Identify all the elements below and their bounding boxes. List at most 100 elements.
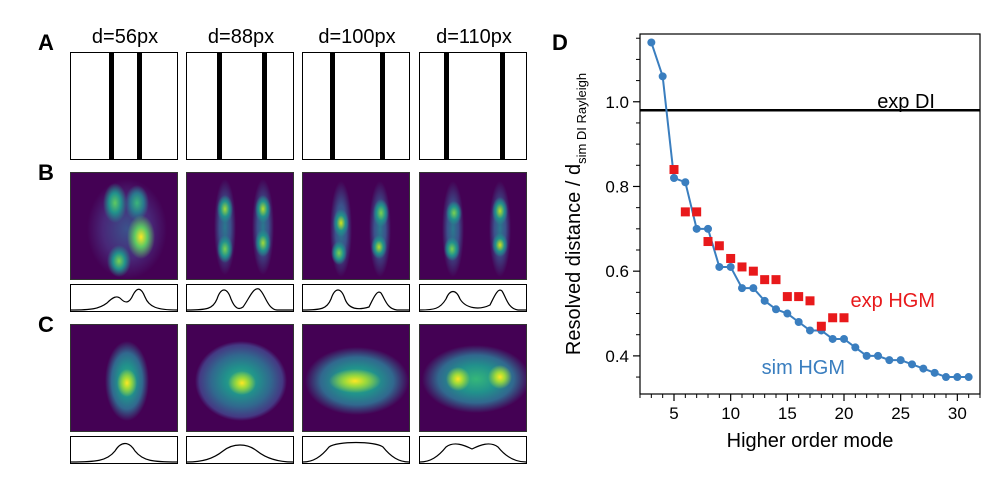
exp-hgm-point — [805, 296, 815, 306]
sim-hgm-point — [715, 262, 724, 271]
panel-label-a: A — [38, 30, 54, 55]
sim-series-label: sim HGM — [762, 357, 845, 379]
x-tick-label-20: 20 — [835, 404, 854, 423]
slit-line-right — [137, 53, 142, 159]
sim-hgm-point — [919, 364, 928, 373]
sim-hgm-point — [942, 373, 950, 382]
separation-label-88: d=88px — [207, 26, 275, 48]
exp-hgm-point — [782, 292, 792, 302]
sim-hgm-point — [930, 368, 939, 377]
sim-hgm-point — [749, 284, 758, 293]
exp-hgm-point — [760, 275, 770, 285]
sim-hgm-point — [908, 360, 916, 369]
slit-line-right — [500, 53, 505, 159]
x-tick-label-10: 10 — [721, 404, 740, 423]
y-tick-label-3: 1.0 — [605, 93, 629, 112]
y-axis-label: Resolved distance / dsim DI Rayleigh — [563, 73, 589, 355]
exp-image-56 — [70, 172, 178, 280]
slit-line-left — [217, 53, 222, 159]
object-box-100 — [302, 52, 410, 160]
sim-hgm-point — [851, 343, 860, 352]
exp-profile-56 — [70, 284, 178, 312]
sim-hgm-point — [874, 351, 882, 360]
exp-image-100 — [302, 172, 410, 280]
panel-label-b: B — [38, 160, 54, 185]
exp-hgm-point — [828, 313, 838, 323]
exp-hgm-point — [703, 237, 713, 247]
object-box-110 — [419, 52, 527, 160]
exp-hgm-point — [726, 253, 736, 263]
slit-line-right — [262, 53, 267, 159]
exp-hgm-point — [816, 321, 826, 331]
sim-hgm-point — [896, 356, 905, 365]
y-tick-label-1: 0.6 — [605, 262, 629, 281]
sim-hgm-point — [704, 224, 712, 233]
sim-hgm-point — [885, 356, 894, 365]
sim-hgm-point — [658, 72, 667, 81]
profile-curve — [303, 441, 409, 463]
profile-curve — [420, 289, 526, 311]
exp-image-88 — [186, 172, 294, 280]
sim-hgm-point — [681, 178, 690, 187]
sim-profile-88 — [186, 436, 294, 464]
x-tick-label-25: 25 — [891, 404, 910, 423]
sim-hgm-point — [670, 174, 678, 182]
sim-hgm-point — [760, 296, 769, 305]
profile-curve — [187, 444, 293, 463]
sim-hgm-point — [828, 334, 837, 343]
object-box-56 — [70, 52, 178, 160]
sim-hgm-point — [794, 318, 803, 326]
plot-frame — [639, 33, 981, 395]
y-axis-label-main: Resolved distance / d — [563, 164, 585, 355]
sim-hgm-point — [862, 351, 871, 360]
profile-curve — [187, 288, 293, 311]
sim-hgm-point — [964, 373, 973, 382]
sim-image-110 — [419, 324, 527, 432]
exp-hgm-point — [669, 165, 679, 175]
exp-image-110 — [419, 172, 527, 280]
separation-label-56: d=56px — [91, 26, 159, 48]
slit-line-left — [109, 53, 114, 159]
profile-curve — [420, 443, 526, 463]
profile-curve — [71, 288, 177, 311]
sim-image-88 — [186, 324, 294, 432]
profile-curve — [71, 442, 177, 463]
x-tick-label-30: 30 — [948, 404, 967, 423]
exp-hgm-point — [794, 292, 804, 302]
sim-hgm-point — [783, 309, 792, 318]
panel-label-d: D — [552, 30, 568, 55]
sim-profile-56 — [70, 436, 178, 464]
object-box-88 — [186, 52, 294, 160]
panel-label-c: C — [38, 312, 54, 337]
y-tick-label-0: 0.4 — [605, 347, 629, 366]
exp-hgm-point — [771, 275, 781, 285]
exp-hgm-point — [680, 207, 690, 217]
sim-image-100 — [302, 324, 410, 432]
sim-hgm-point — [806, 326, 814, 335]
sim-profile-110 — [419, 436, 527, 464]
x-tick-label-5: 5 — [669, 404, 678, 423]
sim-hgm-point — [726, 262, 735, 271]
sim-hgm-point — [692, 224, 701, 233]
profile-curve — [303, 289, 409, 311]
exp-profile-88 — [186, 284, 294, 312]
exp-hgm-point — [748, 266, 758, 276]
exp-hgm-point — [737, 262, 747, 272]
separation-label-100: d=100px — [318, 26, 396, 48]
exp-hgm-point — [714, 241, 724, 251]
ref-line-label: exp DI — [877, 91, 935, 113]
slit-line-right — [380, 53, 385, 159]
exp-profile-110 — [419, 284, 527, 312]
sim-hgm-point — [840, 334, 848, 343]
exp-hgm-point — [839, 313, 849, 323]
x-axis-label: Higher order mode — [727, 430, 894, 452]
sim-hgm-point — [647, 38, 656, 47]
sim-hgm-point — [738, 284, 746, 293]
y-tick-label-2: 0.8 — [605, 177, 629, 196]
sim-image-56 — [70, 324, 178, 432]
slit-line-left — [330, 53, 335, 159]
sim-hgm-point — [953, 373, 962, 382]
x-tick-label-15: 15 — [778, 404, 797, 423]
exp-hgm-point — [692, 207, 702, 217]
